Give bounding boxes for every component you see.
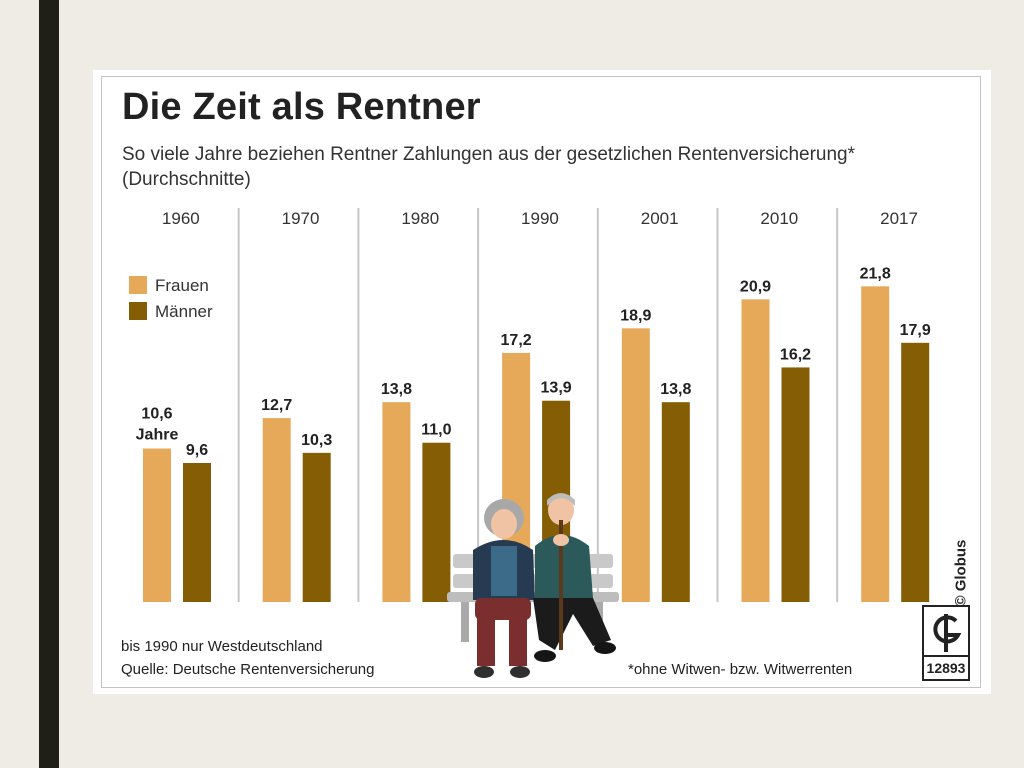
unit-label: Jahre bbox=[136, 427, 179, 444]
bar-maenner bbox=[183, 462, 211, 602]
bar-frauen bbox=[143, 448, 171, 602]
value-label: 9,6 bbox=[186, 442, 208, 459]
value-label: 17,9 bbox=[900, 322, 931, 339]
bar-frauen bbox=[621, 328, 650, 602]
value-label: 12,7 bbox=[261, 397, 292, 414]
bar-maenner bbox=[781, 367, 810, 602]
year-label: 1970 bbox=[282, 209, 320, 228]
copyright-label: © Globus bbox=[949, 510, 973, 610]
bar-chart: 1960 10,6 Jahre 9,6 1970 12,7 10,3 1980 13,8 11,0… bbox=[129, 208, 931, 602]
bar-frauen bbox=[741, 299, 770, 602]
chart-title: Die Zeit als Rentner bbox=[122, 86, 481, 128]
year-label: 2001 bbox=[641, 209, 679, 228]
bar-maenner bbox=[302, 452, 331, 602]
region-note: bis 1990 nur Westdeutschland bbox=[121, 638, 323, 655]
legend-label: Frauen bbox=[155, 276, 209, 295]
legend-swatch bbox=[129, 276, 147, 294]
year-label: 2017 bbox=[880, 209, 918, 228]
infographic-frame bbox=[101, 76, 981, 688]
source-note: Quelle: Deutsche Rentenversicherung bbox=[121, 661, 375, 678]
bar-maenner bbox=[661, 402, 690, 602]
bar-maenner bbox=[422, 442, 451, 602]
value-label: 13,9 bbox=[541, 380, 572, 397]
value-label: 20,9 bbox=[740, 278, 771, 295]
value-label: 13,8 bbox=[381, 381, 412, 398]
year-label: 1960 bbox=[162, 209, 200, 228]
legend-swatch bbox=[129, 302, 147, 320]
year-label: 1980 bbox=[401, 209, 439, 228]
footnote: *ohne Witwen- bzw. Witwerrenten bbox=[628, 661, 853, 678]
legend-label: Männer bbox=[155, 302, 213, 321]
value-label: 10,6 bbox=[141, 406, 172, 423]
value-label: 21,8 bbox=[860, 265, 891, 282]
senior-couple-illustration bbox=[447, 493, 619, 678]
value-label: 10,3 bbox=[301, 432, 332, 449]
year-label: 1990 bbox=[521, 209, 559, 228]
chart-subtitle: So viele Jahre beziehen Rentner Zahlunge… bbox=[122, 144, 856, 190]
value-label: 18,9 bbox=[620, 307, 651, 324]
year-label: 2010 bbox=[760, 209, 798, 228]
graphic-number: 12893 bbox=[924, 655, 968, 679]
copyright-text: © Globus bbox=[952, 539, 970, 607]
slide-accent-bar bbox=[39, 0, 59, 768]
bar-frauen bbox=[262, 418, 291, 602]
value-label: 13,8 bbox=[660, 381, 691, 398]
globus-logo-icon bbox=[933, 614, 962, 652]
bar-maenner bbox=[901, 342, 930, 602]
bar-frauen bbox=[861, 286, 890, 602]
value-label: 16,2 bbox=[780, 346, 811, 363]
bar-frauen bbox=[382, 402, 411, 602]
infographic-card: Die Zeit als Rentner So viele Jahre bezi… bbox=[93, 70, 991, 694]
globus-logo: 12893 bbox=[922, 605, 970, 681]
value-label: 11,0 bbox=[421, 422, 451, 439]
value-label: 17,2 bbox=[501, 332, 532, 349]
